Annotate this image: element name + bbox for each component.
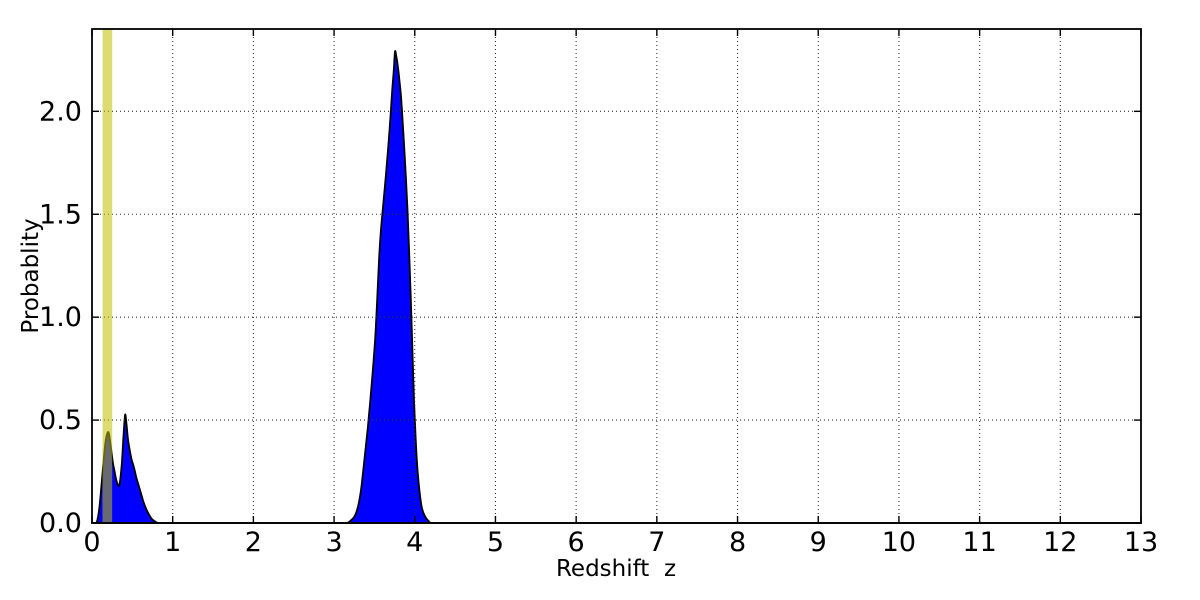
x-tick-label: 0 <box>83 527 100 558</box>
x-tick-label: 1 <box>164 527 181 558</box>
x-tick-label: 5 <box>487 527 504 558</box>
x-axis-label: Redshift z <box>556 556 676 582</box>
pdf-area <box>91 50 1142 524</box>
x-tick-label: 13 <box>1124 527 1158 558</box>
y-tick-label: 0.0 <box>39 508 82 539</box>
x-tick-label: 4 <box>406 527 423 558</box>
x-tick-label: 10 <box>882 527 916 558</box>
x-tick-label: 11 <box>962 527 996 558</box>
y-tick-label: 1.5 <box>39 199 82 230</box>
x-tick-label: 3 <box>325 527 342 558</box>
x-tick-label: 2 <box>245 527 262 558</box>
y-axis-label: Probablity <box>18 218 44 333</box>
x-tick-label: 7 <box>648 527 665 558</box>
reference-redshift-band <box>102 29 113 523</box>
x-tick-label: 8 <box>729 527 746 558</box>
x-tick-label: 6 <box>568 527 585 558</box>
plot-frame <box>91 28 1142 524</box>
plot-area: 0 1 2 3 4 5 6 7 8 9 10 11 12 130.00.51.01.52.0 <box>39 28 1158 558</box>
x-tick-label: 9 <box>810 527 827 558</box>
y-tick-label: 1.0 <box>39 302 82 333</box>
y-tick-label: 0.5 <box>39 405 82 436</box>
y-tick-label: 2.0 <box>39 96 82 127</box>
x-tick-label: 12 <box>1043 527 1077 558</box>
